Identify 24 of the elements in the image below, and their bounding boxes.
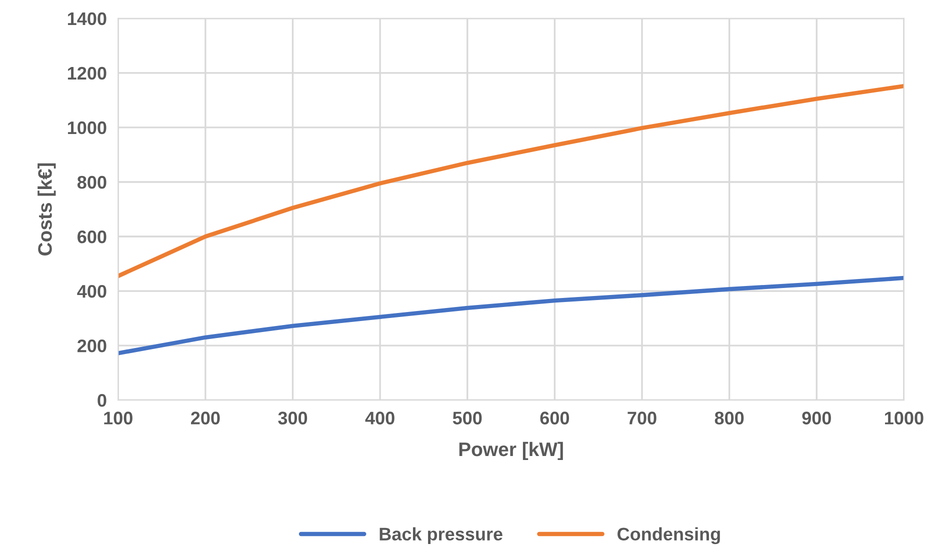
y-tick-label: 200 xyxy=(78,339,106,352)
y-tick-label: 1200 xyxy=(68,66,106,80)
y-tick-label: 600 xyxy=(78,230,106,244)
y-axis-title: Costs [k€] xyxy=(38,163,56,256)
x-tick-label: 200 xyxy=(190,412,220,424)
x-tick-label: 600 xyxy=(540,412,570,424)
line-series xyxy=(118,84,904,278)
legend-label: Condensing xyxy=(618,527,720,544)
x-tick-label: 100 xyxy=(104,412,132,424)
y-tick-label: 800 xyxy=(77,176,106,189)
x-tick-label: 700 xyxy=(628,412,656,424)
x-tick-label: 400 xyxy=(365,412,394,424)
y-tick-label: 1000 xyxy=(68,121,106,134)
x-tick-label: 800 xyxy=(714,412,744,424)
y-tick-label: 400 xyxy=(77,284,106,298)
x-tick-label: 500 xyxy=(452,412,482,424)
line-series xyxy=(118,276,904,356)
x-axis-title: Power [kW] xyxy=(459,442,563,460)
y-tick-label: 0 xyxy=(98,394,106,407)
x-tick-label: 900 xyxy=(802,412,831,424)
x-tick-label: 300 xyxy=(278,412,308,424)
legend-label: Back pressure xyxy=(380,527,502,544)
x-tick-label: 1000 xyxy=(885,412,924,424)
y-tick-label: 1400 xyxy=(68,12,106,26)
